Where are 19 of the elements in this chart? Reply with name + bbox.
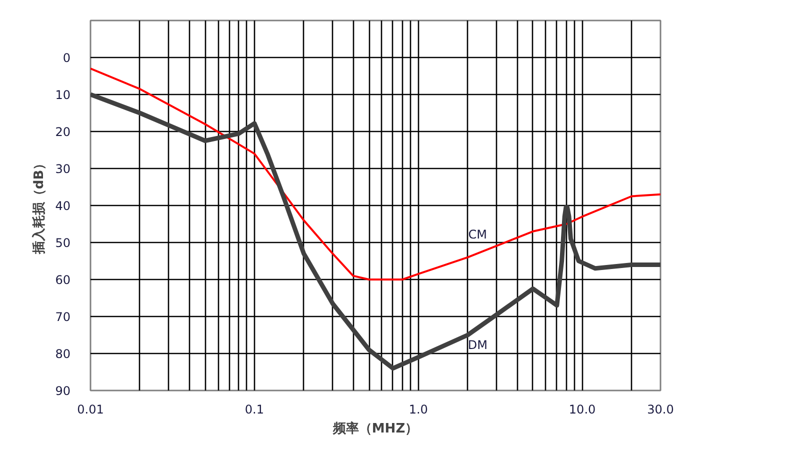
y-tick-label: 60 — [55, 273, 71, 287]
y-tick-label: 0 — [62, 51, 71, 65]
x-tick-label: 0.01 — [77, 402, 104, 416]
x-tick-label: 1.0 — [408, 402, 428, 416]
y-axis-title: 插入耗损（dB） — [31, 156, 48, 256]
x-tick-label: 0.1 — [244, 402, 264, 416]
x-axis-title: 频率（MHZ） — [332, 420, 418, 436]
y-tick-label: 10 — [55, 88, 71, 102]
y-tick-label: 40 — [55, 199, 71, 213]
y-tick-label: 80 — [55, 347, 71, 361]
y-tick-label: 50 — [55, 236, 71, 250]
series-label: CM — [468, 227, 488, 242]
x-tick-label: 10.0 — [568, 402, 596, 416]
series-label: DM — [468, 338, 488, 352]
y-tick-label: 70 — [55, 310, 71, 324]
y-tick-label: 90 — [55, 384, 71, 398]
y-tick-label: 30 — [55, 162, 71, 176]
x-tick-label: 30.0 — [647, 402, 674, 416]
y-tick-label: 20 — [55, 125, 71, 139]
